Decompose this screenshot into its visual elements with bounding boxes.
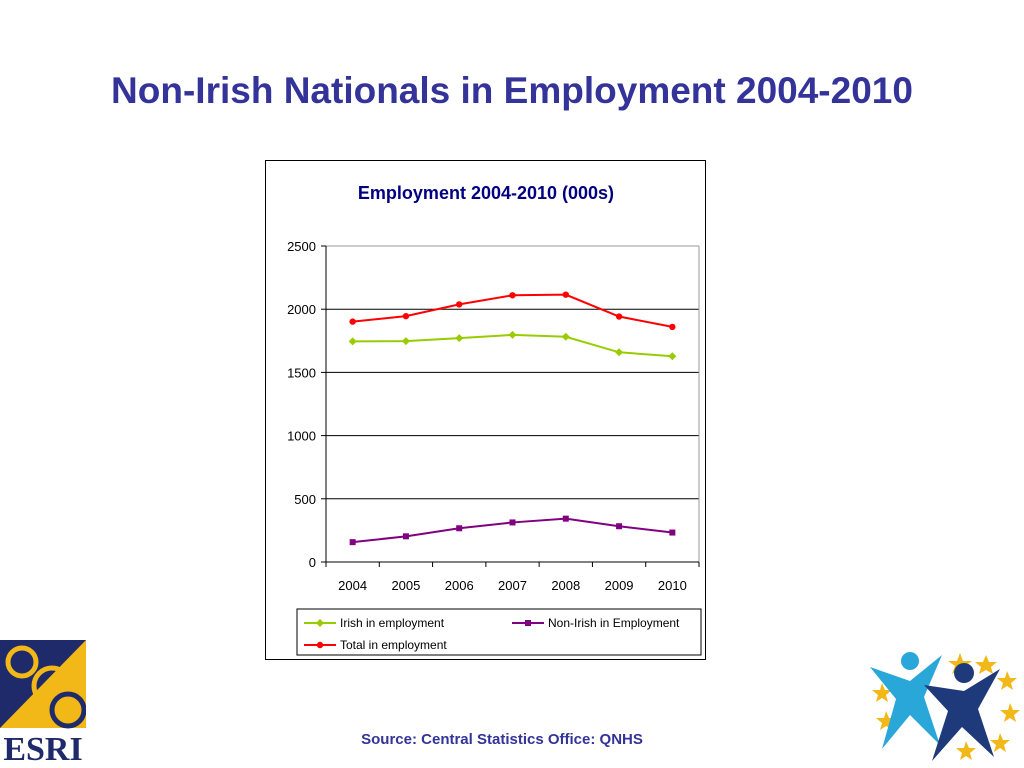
data-point-irish-in-employment <box>455 334 464 343</box>
legend-marker <box>316 619 324 627</box>
data-point-irish-in-employment <box>401 337 410 346</box>
legend-label: Irish in employment <box>340 616 445 630</box>
legend-label: Total in employment <box>340 638 447 652</box>
y-tick-label: 2000 <box>287 302 316 317</box>
data-point-non-irish-in-employment <box>456 525 463 532</box>
data-point-irish-in-employment <box>561 332 570 341</box>
legend-label: Non-Irish in Employment <box>548 616 680 630</box>
employment-line-chart: Employment 2004-2010 (000s) 0 500 1000 1500 2… <box>287 183 702 656</box>
chart-frame: Employment 2004-2010 (000s) 0 500 1000 1500 2… <box>265 160 706 660</box>
source-note: Source: Central Statistics Office: QNHS <box>361 731 643 748</box>
data-point-total-in-employment <box>456 301 463 308</box>
chart-title: Employment 2004-2010 (000s) <box>358 183 614 203</box>
data-point-total-in-employment <box>509 292 516 299</box>
data-point-non-irish-in-employment <box>349 539 356 546</box>
data-point-total-in-employment <box>615 313 623 320</box>
legend-box <box>296 608 702 656</box>
x-tick-label: 2008 <box>551 578 580 593</box>
x-tick-label: 2009 <box>605 578 634 593</box>
data-point-irish-in-employment <box>348 337 357 346</box>
x-tick-label: 2006 <box>445 578 474 593</box>
data-point-total-in-employment <box>562 291 569 298</box>
y-tick-label: 2500 <box>287 239 316 254</box>
y-tick-label: 500 <box>294 492 316 507</box>
x-tick-label: 2010 <box>658 578 687 593</box>
eu-people-logo <box>870 652 1020 761</box>
data-point-non-irish-in-employment <box>616 523 623 530</box>
series-line-total-in-employment <box>352 293 673 328</box>
x-tick-label: 2007 <box>498 578 527 593</box>
x-tick-label: 2005 <box>391 578 420 593</box>
legend-marker <box>525 620 531 626</box>
data-point-non-irish-in-employment <box>402 533 409 540</box>
x-tick-label: 2004 <box>338 578 367 593</box>
esri-logo-text: ESRI <box>3 731 82 768</box>
data-point-irish-in-employment <box>615 348 624 357</box>
data-point-irish-in-employment <box>508 330 517 339</box>
data-point-total-in-employment <box>402 312 410 320</box>
data-point-total-in-employment <box>349 318 356 325</box>
esri-logo: ESRI <box>0 640 86 768</box>
y-tick-label: 0 <box>309 555 316 570</box>
legend-marker <box>316 641 324 649</box>
data-point-irish-in-employment <box>668 352 677 361</box>
slide-title: Non-Irish Nationals in Employment 2004-2… <box>111 70 913 111</box>
data-point-non-irish-in-employment <box>669 529 676 536</box>
data-point-non-irish-in-employment <box>509 519 516 526</box>
y-tick-label: 1000 <box>287 429 316 444</box>
y-tick-label: 1500 <box>287 365 316 380</box>
data-point-non-irish-in-employment <box>562 515 569 522</box>
data-point-total-in-employment <box>669 323 676 331</box>
